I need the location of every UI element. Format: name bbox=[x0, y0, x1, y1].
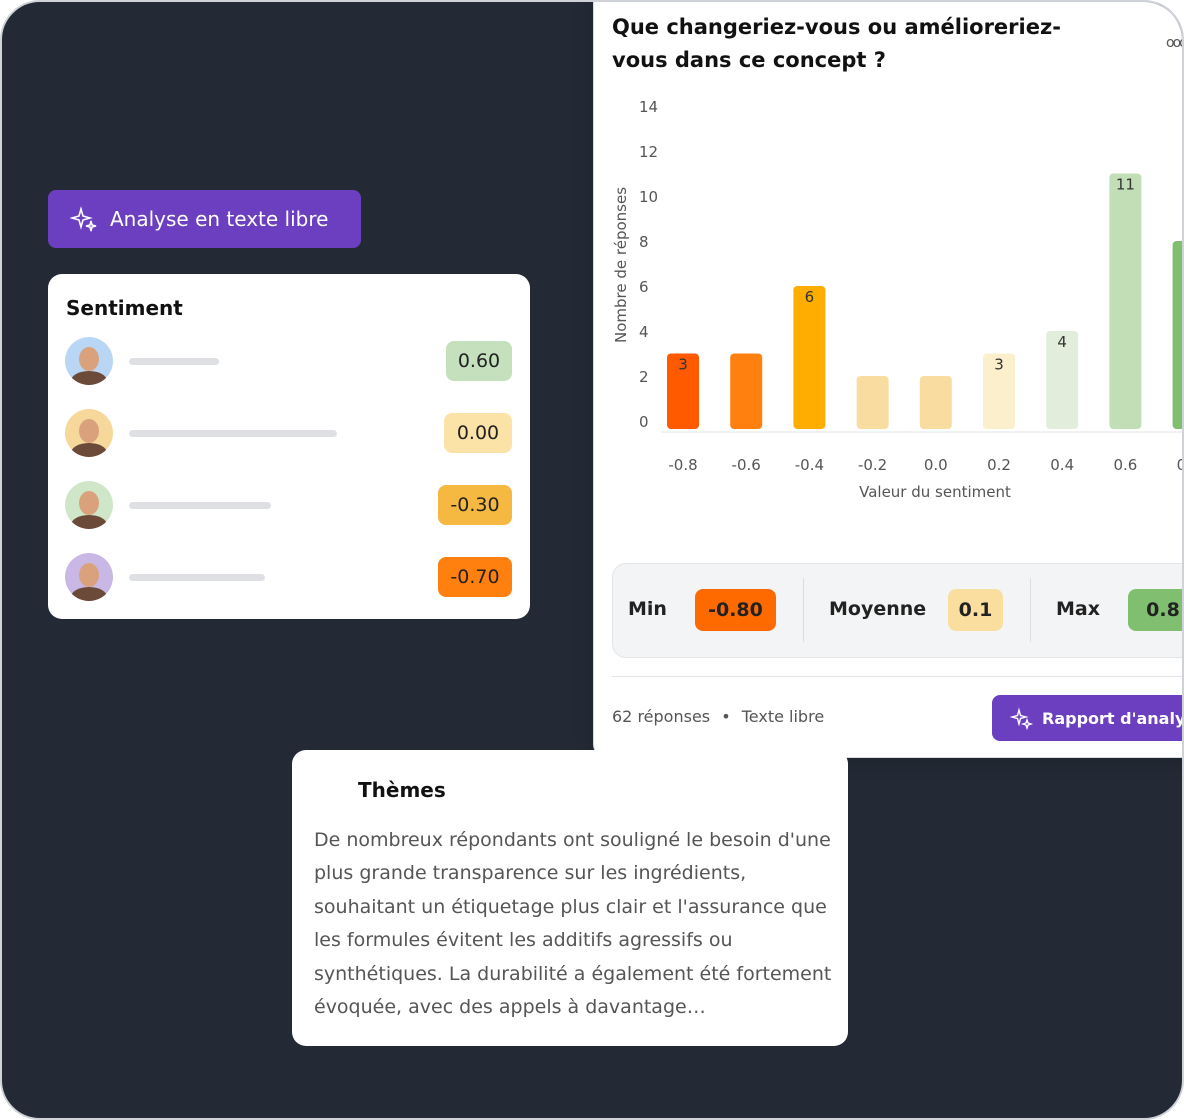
avatar-face bbox=[79, 347, 99, 371]
themes-card: Thèmes De nombreux répondants ont soulig… bbox=[292, 750, 848, 1046]
stat-value: 0.8 bbox=[1128, 589, 1182, 631]
bar bbox=[1046, 331, 1079, 429]
bar bbox=[667, 353, 699, 429]
value-label: 3 bbox=[994, 356, 1004, 374]
value-label: 6 bbox=[805, 288, 815, 306]
avatar-face bbox=[79, 419, 99, 443]
footer-info: 62 réponses • Texte libre bbox=[612, 707, 824, 726]
chart-title: Que changeriez-vous ou amélioreriez-vous… bbox=[612, 15, 1061, 72]
y-tick-label: 10 bbox=[639, 188, 658, 206]
stat-value: 0.1 bbox=[948, 589, 1003, 631]
value-label: 4 bbox=[1057, 333, 1067, 351]
x-tick-label: 0.2 bbox=[987, 456, 1011, 474]
value-label: 11 bbox=[1116, 176, 1135, 194]
bar bbox=[1109, 173, 1142, 429]
avatar-body bbox=[71, 587, 107, 601]
avatar bbox=[65, 553, 113, 601]
bar bbox=[983, 353, 1015, 429]
avatar bbox=[65, 337, 113, 385]
analyse-button[interactable]: Analyse en texte libre bbox=[48, 190, 361, 248]
bar bbox=[730, 353, 763, 429]
bar bbox=[856, 376, 889, 429]
y-tick-label: 6 bbox=[639, 278, 649, 296]
x-tick-label: -0.4 bbox=[795, 456, 824, 474]
sentiment-title: Sentiment bbox=[66, 296, 183, 320]
bar bbox=[793, 286, 826, 429]
x-tick-label: -0.6 bbox=[732, 456, 761, 474]
y-tick-label: 12 bbox=[639, 143, 658, 161]
x-tick-label: 0.0 bbox=[924, 456, 948, 474]
y-tick-label: 2 bbox=[639, 368, 649, 386]
chart: Nombre de réponses 0 2 4 6 8 10 12 14 -0.8 3 -0.6 -0… bbox=[612, 98, 1184, 501]
placeholder-line bbox=[129, 574, 265, 581]
placeholder-line bbox=[129, 430, 337, 437]
score-badge: -0.30 bbox=[438, 485, 512, 525]
x-tick-label: 0.6 bbox=[1113, 456, 1137, 474]
value-label: 3 bbox=[678, 356, 688, 374]
x-tick-label: -0.2 bbox=[858, 456, 887, 474]
divider bbox=[803, 578, 804, 642]
y-tick-label: 0 bbox=[639, 413, 649, 431]
avatar-face bbox=[79, 491, 99, 515]
avatar bbox=[65, 409, 113, 457]
sparkle-icon bbox=[1010, 707, 1034, 730]
responses: 62 réponses bbox=[612, 707, 711, 726]
separator-line bbox=[612, 676, 1182, 677]
bar bbox=[1172, 241, 1182, 429]
y-tick-label: 4 bbox=[639, 323, 649, 341]
sparkle-icon bbox=[70, 206, 97, 232]
score-badge: -0.70 bbox=[438, 557, 512, 597]
x-tick-label: 0.4 bbox=[1050, 456, 1074, 474]
report-button[interactable]: Rapport d'analyse bbox=[992, 695, 1182, 741]
chart-card: Que changeriez-vous ou amélioreriez-vous… bbox=[593, 2, 1184, 758]
themes-title: Thèmes bbox=[358, 778, 446, 802]
stat-value: -0.80 bbox=[695, 589, 776, 631]
type: Texte libre bbox=[741, 707, 825, 726]
divider bbox=[1030, 578, 1031, 642]
score-badge: 0.60 bbox=[446, 341, 512, 381]
button-label: Analyse en texte libre bbox=[110, 207, 329, 231]
x-tick-label: -0.8 bbox=[668, 456, 697, 474]
y-axis-label: Nombre de réponses bbox=[612, 187, 630, 343]
avatar-face bbox=[79, 563, 99, 587]
stat-label: Max bbox=[1056, 598, 1100, 620]
placeholder-line bbox=[129, 358, 219, 365]
stat-label: Moyenne bbox=[829, 598, 927, 620]
avatar-body bbox=[71, 515, 107, 529]
sentiment-card: Sentiment 0.60 0.00 -0.30 -0.70 bbox=[48, 274, 530, 619]
themes-text: De nombreux répondants ont souligné le b… bbox=[314, 829, 832, 1019]
menu-icon[interactable]: ooo bbox=[1166, 35, 1184, 51]
y-tick-label: 14 bbox=[639, 98, 658, 116]
avatar bbox=[65, 481, 113, 529]
avatar-body bbox=[71, 371, 107, 385]
placeholder-line bbox=[129, 502, 271, 509]
stats-panel: Min -0.80 Moyenne 0.1 Max 0.8 bbox=[612, 563, 1182, 658]
stat-label: Min bbox=[628, 598, 667, 620]
x-axis-label: Valeur du sentiment bbox=[859, 483, 1011, 501]
score-badge: 0.00 bbox=[444, 413, 512, 453]
button-label: Rapport d'analyse bbox=[1042, 708, 1182, 728]
bullet: • bbox=[721, 707, 731, 726]
avatar-body bbox=[71, 443, 107, 457]
y-tick-label: 8 bbox=[639, 233, 649, 251]
bar bbox=[919, 376, 952, 429]
x-tick-label: 0.8 bbox=[1177, 456, 1184, 474]
